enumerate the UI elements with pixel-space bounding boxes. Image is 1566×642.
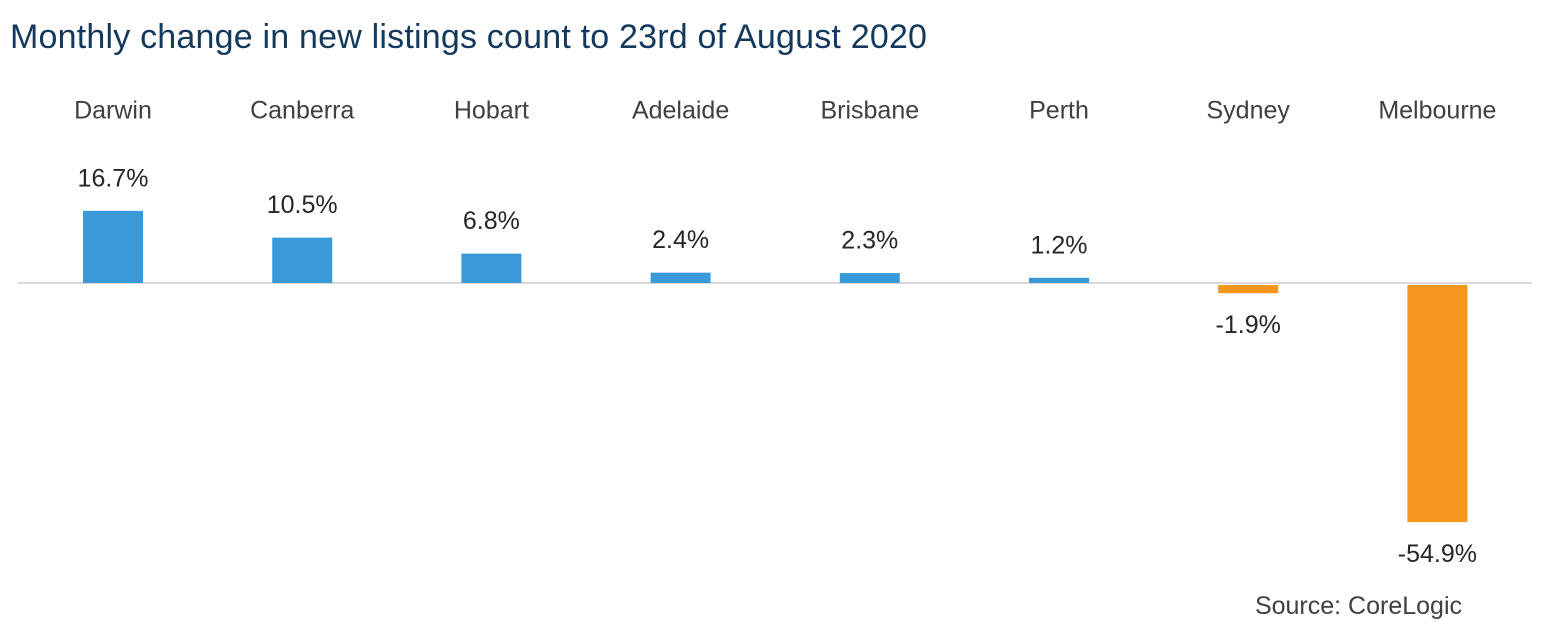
category-label-hobart: Hobart: [454, 97, 529, 125]
bar-canberra: [272, 237, 333, 283]
category-label-adelaide: Adelaide: [632, 97, 729, 125]
bar-hobart: [461, 253, 522, 283]
bar-brisbane: [839, 273, 900, 283]
bar-darwin: [83, 210, 143, 283]
category-label-perth: Perth: [1029, 97, 1089, 125]
category-label-brisbane: Brisbane: [820, 97, 919, 125]
bar-sydney: [1218, 285, 1279, 294]
value-label-darwin: 16.7%: [78, 164, 149, 192]
category-label-melbourne: Melbourne: [1378, 97, 1496, 125]
value-labels: 16.7% 10.5% 6.8% 2.4% 2.3% 1.2% -1.9% -54.9%: [78, 164, 1477, 567]
value-label-brisbane: 2.3%: [841, 227, 898, 255]
bar-perth: [1029, 277, 1089, 283]
category-label-canberra: Canberra: [250, 97, 354, 125]
chart-title: Monthly change in new listings count to …: [10, 18, 928, 56]
bar-melbourne: [1407, 285, 1468, 523]
category-label-sydney: Sydney: [1207, 97, 1291, 125]
value-label-perth: 1.2%: [1031, 231, 1088, 259]
source-note: Source: CoreLogic: [1254, 592, 1462, 620]
bars: [83, 210, 1468, 523]
bar-adelaide: [650, 272, 711, 283]
value-label-adelaide: 2.4%: [652, 226, 709, 254]
value-label-sydney: -1.9%: [1216, 311, 1281, 339]
value-label-canberra: 10.5%: [267, 191, 338, 219]
category-labels: Darwin Canberra Hobart Adelaide Brisbane Pert…: [74, 97, 1496, 125]
category-label-darwin: Darwin: [74, 97, 152, 125]
value-label-hobart: 6.8%: [463, 207, 520, 235]
value-label-melbourne: -54.9%: [1398, 540, 1477, 568]
